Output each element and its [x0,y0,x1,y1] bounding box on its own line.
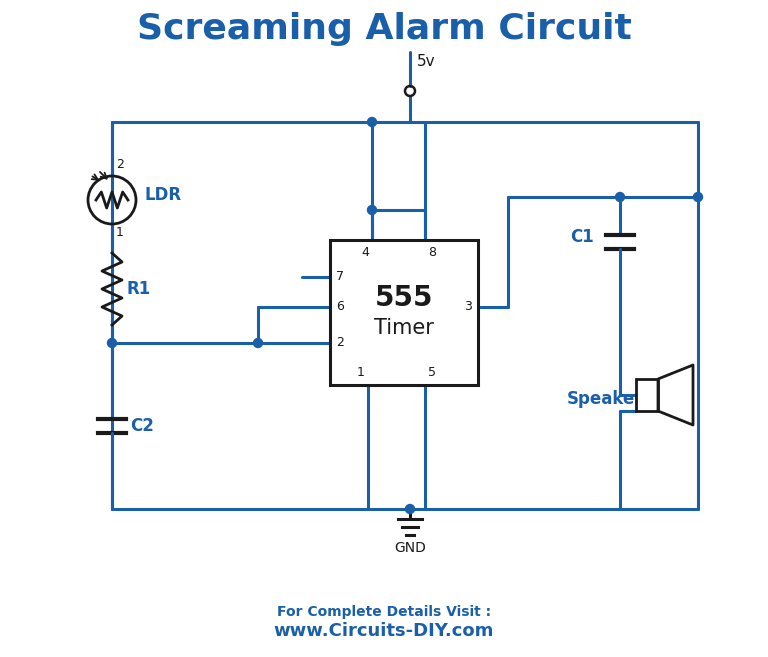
Text: 1: 1 [357,366,365,379]
Text: 8: 8 [428,246,436,259]
Text: C2: C2 [130,417,154,435]
Circle shape [368,118,376,127]
Text: Timer: Timer [374,319,434,338]
Polygon shape [658,365,693,425]
Text: R1: R1 [127,280,151,298]
Text: 3: 3 [464,300,472,313]
Text: www.Circuits-DIY.com: www.Circuits-DIY.com [274,622,494,640]
Bar [636,379,658,411]
Text: 2: 2 [336,336,344,350]
Circle shape [108,338,117,348]
Text: 5v: 5v [417,55,435,70]
Circle shape [615,193,624,202]
Text: C1: C1 [570,228,594,246]
Circle shape [694,193,703,202]
Text: 6: 6 [336,300,344,313]
Bar [330,240,478,385]
Text: GND: GND [394,541,426,555]
Circle shape [406,505,415,514]
Text: Speaker: Speaker [567,390,644,408]
Text: LDR: LDR [144,186,181,204]
Text: 4: 4 [361,246,369,259]
Text: For Complete Details Visit :: For Complete Details Visit : [277,605,491,619]
Circle shape [253,338,263,348]
Text: Screaming Alarm Circuit: Screaming Alarm Circuit [137,12,631,46]
Text: 5: 5 [428,366,436,379]
Text: 7: 7 [336,271,344,284]
Text: 1: 1 [116,226,124,239]
Circle shape [368,206,376,214]
Text: 2: 2 [116,158,124,171]
Text: 555: 555 [375,284,433,313]
